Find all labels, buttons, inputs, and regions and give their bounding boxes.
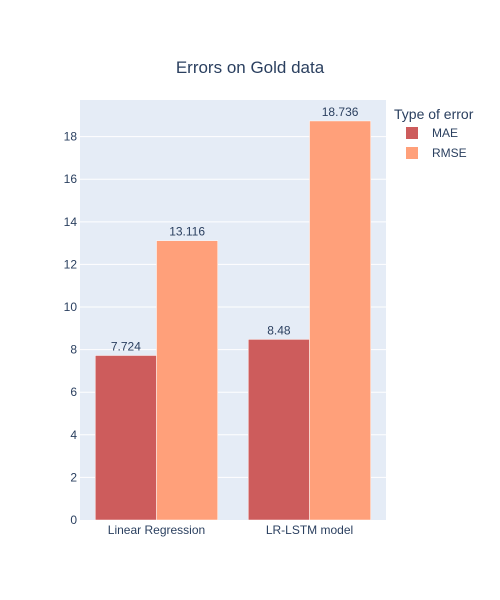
chart-title: Errors on Gold data (176, 58, 325, 77)
bars (95, 120, 371, 521)
x-tick-label: Linear Regression (108, 523, 205, 537)
bar-rmse-2 (309, 120, 371, 521)
legend-label: RMSE (432, 146, 467, 160)
y-tick-label: 6 (70, 385, 77, 399)
y-tick-label: 16 (64, 172, 78, 186)
data-label: 7.724 (111, 339, 141, 353)
data-label: 18.736 (322, 105, 359, 119)
y-tick-label: 4 (70, 428, 77, 442)
legend-swatch (406, 147, 418, 159)
y-tick-label: 10 (64, 300, 78, 314)
legend-label: MAE (432, 126, 458, 140)
y-axis-ticks: 0 2 4 6 8 10 12 14 16 18 (64, 130, 78, 527)
y-tick-label: 12 (64, 257, 78, 271)
y-tick-label: 0 (70, 513, 77, 527)
y-tick-label: 18 (64, 130, 78, 144)
legend-title: Type of error (394, 106, 474, 122)
bar-mae-1 (95, 355, 157, 521)
bar-mae-2 (248, 339, 310, 521)
y-tick-label: 2 (70, 470, 77, 484)
legend-swatch (406, 127, 418, 139)
legend: Type of error MAE RMSE (394, 106, 474, 160)
x-tick-label: LR-LSTM model (266, 523, 353, 537)
legend-items: MAE RMSE (406, 126, 467, 160)
data-label: 8.48 (267, 323, 291, 337)
bar-rmse-1 (156, 240, 218, 521)
y-tick-label: 8 (70, 343, 77, 357)
data-labels: 7.724 13.116 8.48 18.736 (111, 105, 359, 354)
x-axis-ticks: Linear Regression LR-LSTM model (108, 523, 353, 537)
y-tick-label: 14 (64, 215, 78, 229)
data-label: 13.116 (169, 225, 205, 239)
